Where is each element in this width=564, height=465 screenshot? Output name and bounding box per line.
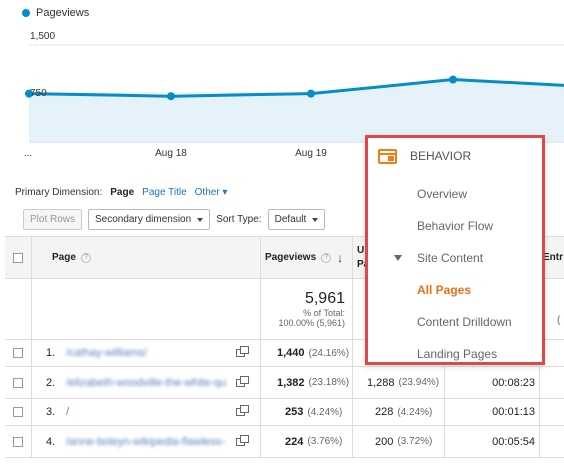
select-all-cell	[5, 237, 32, 278]
row-checkbox[interactable]	[13, 436, 23, 447]
dimension-page[interactable]: Page	[110, 187, 135, 198]
pageviews-cell: 1,382 (23.18%)	[261, 367, 353, 398]
chevron-down-icon	[312, 217, 319, 222]
open-external-icon[interactable]	[236, 346, 249, 357]
table-toolbar: Plot Rows Secondary dimension Sort Type:…	[0, 203, 564, 236]
series-color-dot	[22, 9, 30, 17]
sort-type-dropdown[interactable]: Default	[267, 209, 326, 230]
page-column-header[interactable]: Page?	[32, 237, 261, 278]
x-tick-label: ...	[24, 148, 32, 159]
legend-label: Pageviews	[36, 7, 90, 19]
pageviews-column-header[interactable]: Pageviews? ↓	[261, 237, 353, 278]
help-icon[interactable]: ?	[80, 252, 91, 263]
menu-item-content-drilldown[interactable]: Content Drilldown	[417, 315, 512, 329]
table-row[interactable]: 2. /elizabeth-woodville-the-white-queen/…	[5, 367, 564, 399]
data-point[interactable]	[25, 89, 33, 98]
page-cell: 1. /cathay-williams/	[32, 340, 261, 366]
totals-row: 5,961 % of Total: 100.00% (5,961) (	[5, 279, 564, 340]
pct-of-total-value: 100.00% (5,961)	[278, 318, 345, 328]
pageviews-cell: 224 (3.76%)	[261, 426, 353, 457]
avg-time-cell: 00:05:54	[445, 426, 540, 457]
primary-dimension-label: Primary Dimension:	[15, 187, 103, 198]
table-row[interactable]: 3. / 253 (4.24%) 228 (4.24%) 00:01:13	[5, 399, 564, 426]
pageviews-cell: 253 (4.24%)	[261, 399, 353, 425]
pageviews-total-value: 5,961	[304, 290, 345, 307]
behavior-icon	[378, 148, 397, 164]
secondary-dimension-dropdown[interactable]: Secondary dimension	[88, 209, 211, 230]
x-tick-label: Aug 19	[295, 148, 327, 159]
page-link[interactable]: /anne-boleyn-wikipedia-flawless-sh/	[66, 435, 226, 448]
row-checkbox[interactable]	[13, 407, 23, 417]
behavior-menu-title: BEHAVIOR	[410, 149, 472, 163]
behavior-menu: BEHAVIOR Overview Behavior Flow Site Con…	[365, 135, 545, 365]
menu-item-site-content[interactable]: Site Content	[368, 242, 542, 274]
page-cell: 2. /elizabeth-woodville-the-white-queen/	[32, 367, 261, 398]
page-cell: 4. /anne-boleyn-wikipedia-flawless-sh/	[32, 426, 261, 457]
unique-pageviews-cell: 1,288 (23.94%)	[353, 367, 445, 398]
open-external-icon[interactable]	[236, 434, 249, 446]
pageviews-total: 5,961 % of Total: 100.00% (5,961)	[261, 279, 353, 339]
sort-type-label: Sort Type:	[216, 214, 262, 225]
entrances-total-partial: (	[557, 314, 561, 326]
menu-item-behavior-flow[interactable]: Behavior Flow	[417, 219, 494, 233]
row-checkbox[interactable]	[13, 377, 23, 388]
data-point[interactable]	[167, 92, 175, 101]
select-all-checkbox[interactable]	[13, 252, 23, 263]
open-external-icon[interactable]	[236, 375, 249, 387]
unique-pageviews-cell: 200 (3.72%)	[353, 426, 445, 457]
dimension-page-title[interactable]: Page Title	[142, 187, 187, 198]
menu-item-all-pages[interactable]: All Pages	[417, 283, 472, 297]
sort-down-icon[interactable]: ↓	[337, 250, 344, 265]
pageviews-cell: 1,440 (24.16%)	[261, 340, 353, 366]
menu-item-landing-pages[interactable]: Landing Pages	[417, 347, 498, 361]
expand-triangle-icon	[394, 255, 402, 261]
primary-dimension-bar: Primary Dimension: Page Page Title Other…	[15, 187, 227, 198]
avg-time-cell: 00:08:23	[445, 367, 540, 398]
pageviews-chart: 1,500 750... Aug 18 Aug 19	[24, 31, 564, 159]
page-cell: 3. /	[32, 399, 261, 425]
behavior-menu-header[interactable]: BEHAVIOR	[368, 138, 542, 174]
dimension-other-dropdown[interactable]: Other ▾	[194, 187, 228, 198]
open-external-icon[interactable]	[236, 405, 249, 416]
pct-of-total-label: % of Total:	[303, 308, 345, 318]
data-point[interactable]	[449, 75, 457, 84]
chart-area-fill	[29, 79, 564, 142]
page-link[interactable]: /	[66, 406, 70, 418]
plot-rows-button[interactable]: Plot Rows	[23, 209, 83, 230]
data-point[interactable]	[307, 89, 315, 98]
row-checkbox[interactable]	[13, 348, 23, 358]
table-row[interactable]: 4. /anne-boleyn-wikipedia-flawless-sh/ 2…	[5, 426, 564, 458]
x-tick-label: Aug 18	[155, 148, 187, 159]
chevron-down-icon	[197, 217, 204, 222]
page-link[interactable]: /cathay-williams/	[66, 347, 147, 359]
help-icon[interactable]: ?	[321, 252, 332, 263]
avg-time-cell: 00:01:13	[445, 399, 540, 425]
unique-pageviews-cell: 228 (4.24%)	[353, 399, 445, 425]
y-tick-label: 1,500	[30, 31, 55, 42]
entrances-column-header[interactable]: Entr	[543, 252, 563, 263]
menu-item-overview[interactable]: Overview	[417, 187, 468, 201]
y-tick-label: 750	[30, 88, 47, 99]
table-row[interactable]: 1. /cathay-williams/ 1,440 (24.16%)	[5, 340, 564, 367]
chart-legend[interactable]: Pageviews	[22, 7, 89, 19]
page-link[interactable]: /elizabeth-woodville-the-white-queen/	[66, 376, 226, 389]
